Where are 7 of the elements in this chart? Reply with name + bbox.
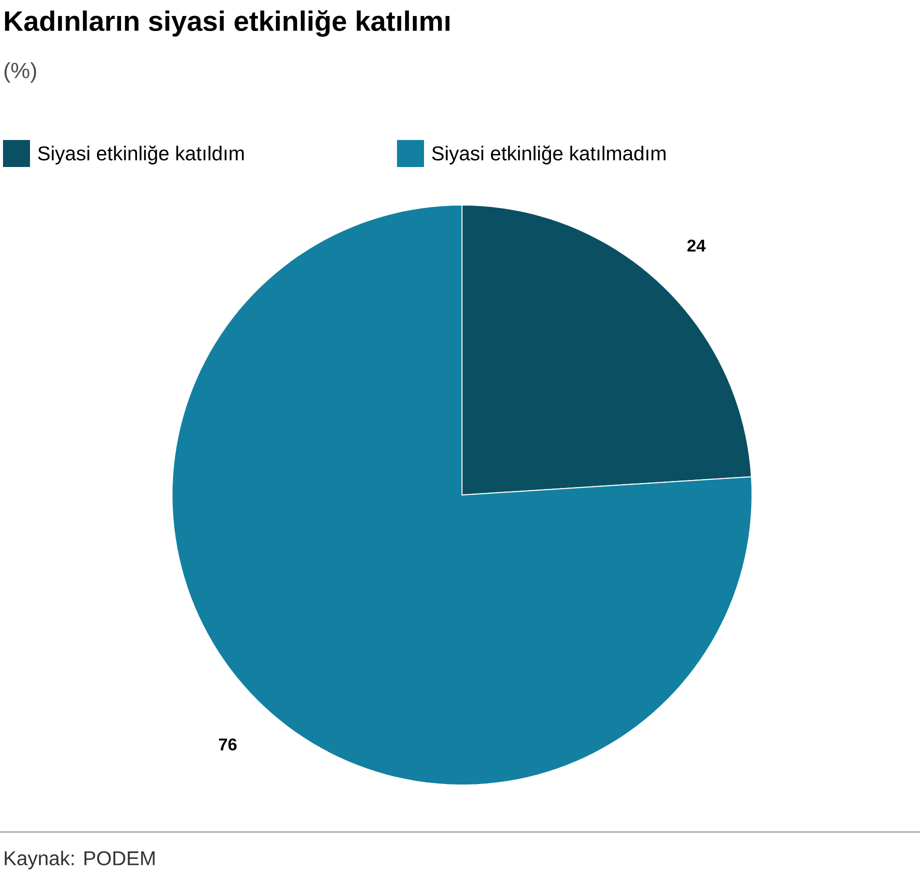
chart-title: Kadınların siyasi etkinliğe katılımı xyxy=(5,10,450,37)
chart-subtitle: (%) xyxy=(4,62,36,83)
data-label: 76 xyxy=(219,738,237,750)
legend-label: Siyasi etkinliğe katıldım xyxy=(38,146,244,164)
legend-label: Siyasi etkinliğe katılmadım xyxy=(432,146,666,164)
text: Kaynak: PODEM xyxy=(4,850,155,870)
data-label: 24 xyxy=(687,240,706,252)
